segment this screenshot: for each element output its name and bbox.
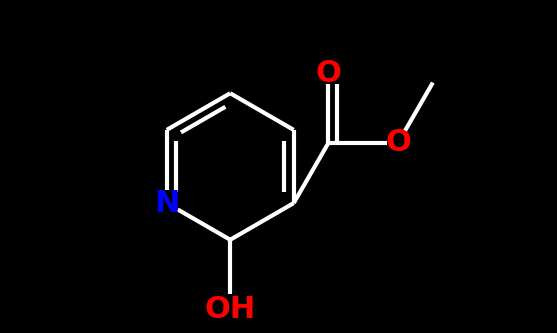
Text: O: O [385,128,411,158]
Text: O: O [315,59,341,88]
Text: OH: OH [204,295,256,324]
Text: N: N [154,188,179,218]
